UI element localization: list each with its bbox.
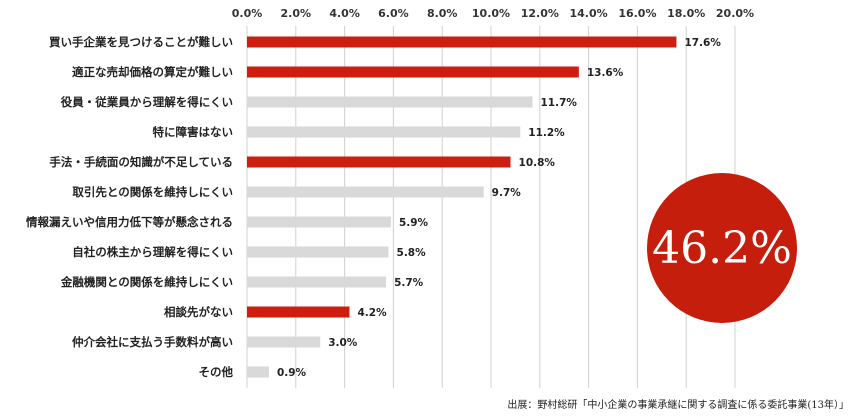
value-label: 5.7% — [394, 277, 424, 289]
bar — [247, 96, 533, 108]
x-tick-label: 10.0% — [472, 7, 510, 20]
x-tick-label: 8.0% — [427, 7, 458, 20]
category-label: 役員・従業員から理解を得にくい — [61, 95, 233, 109]
category-label: 自社の株主から理解を得にくい — [72, 245, 233, 259]
x-tick-label: 18.0% — [667, 7, 705, 20]
value-label: 5.9% — [399, 217, 429, 229]
value-label: 4.2% — [357, 307, 387, 319]
category-label: 適正な売却価格の算定が難しい — [72, 65, 233, 79]
total-callout-circle: 46.2% — [647, 173, 797, 323]
total-callout-value: 46.2% — [652, 222, 792, 274]
bar — [247, 156, 511, 168]
bar — [247, 336, 321, 348]
bar — [247, 276, 387, 288]
bar — [247, 306, 350, 318]
value-label: 3.0% — [328, 337, 358, 349]
bar — [247, 66, 579, 78]
category-label: 取引先との関係を維持しにくい — [72, 185, 233, 199]
x-tick-label: 6.0% — [378, 7, 409, 20]
x-tick-label: 0.0% — [232, 7, 263, 20]
category-label: 仲介会社に支払う手数料が高い — [72, 335, 233, 349]
bar — [247, 186, 484, 198]
category-label: 金融機関との関係を維持しにくい — [60, 275, 233, 289]
value-label: 10.8% — [519, 157, 556, 169]
x-tick-label: 2.0% — [281, 7, 312, 20]
x-tick-label: 14.0% — [570, 7, 608, 20]
value-label: 11.2% — [528, 127, 565, 139]
value-label: 11.7% — [540, 97, 577, 109]
bar — [247, 366, 269, 378]
value-label: 9.7% — [492, 187, 522, 199]
value-label: 0.9% — [277, 367, 307, 379]
value-label: 17.6% — [684, 37, 721, 49]
bar — [247, 36, 677, 48]
category-label: 情報漏えいや信用力低下等が懸念される — [25, 215, 233, 229]
x-tick-label: 12.0% — [521, 7, 559, 20]
value-label: 5.8% — [397, 247, 427, 259]
category-label: 買い手企業を見つけることが難しい — [49, 35, 233, 49]
category-label: その他 — [199, 365, 234, 379]
category-label: 相談先がない — [164, 305, 233, 319]
value-label: 13.6% — [587, 67, 624, 79]
source-note: 出展：野村総研「中小企業の事業承継に関する調査に係る委託事業(13年）」 — [507, 400, 849, 411]
bar — [247, 216, 391, 228]
x-tick-label: 20.0% — [716, 7, 754, 20]
x-tick-label: 16.0% — [618, 7, 656, 20]
x-tick-label: 4.0% — [329, 7, 360, 20]
category-label: 手法・手続面の知識が不足している — [49, 155, 233, 169]
bar — [247, 246, 389, 258]
bar — [247, 126, 521, 138]
category-label: 特に障害はない — [153, 125, 234, 139]
